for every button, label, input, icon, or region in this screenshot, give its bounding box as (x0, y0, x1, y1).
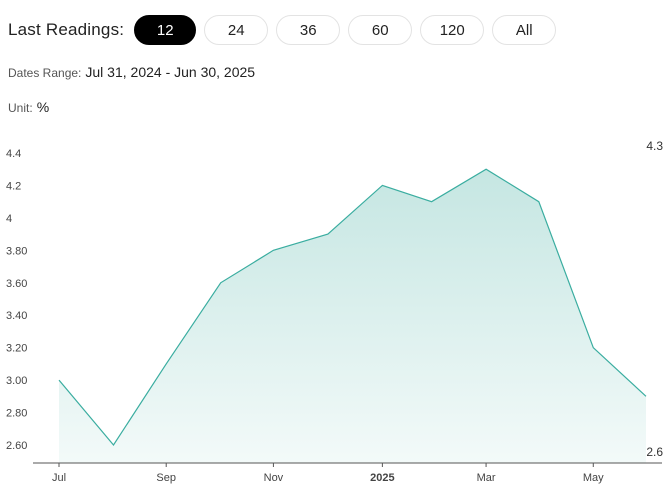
data-point-2024-11-30 (271, 248, 275, 252)
dates-range-label: Dates Range: (8, 66, 82, 80)
x-tick-label: May (583, 472, 604, 484)
x-tick-label: 2025 (370, 472, 394, 484)
data-point-2025-01-31 (380, 183, 384, 187)
range-all-button[interactable]: All (492, 15, 557, 45)
series-line (58, 168, 647, 447)
x-tick-label: Mar (477, 472, 496, 484)
y-tick-label: 4.4 (6, 148, 21, 160)
data-point-2024-09-30 (164, 362, 168, 366)
range-36-button[interactable]: 36 (276, 15, 341, 45)
x-axis-ticks: Jul Sep Nov 2025 Mar May (52, 463, 604, 484)
y-tick-label: 3.60 (6, 278, 27, 290)
last-readings-toolbar: Last Readings: 12 24 36 60 120 All (8, 15, 564, 45)
y-tick-label: 3.40 (6, 310, 27, 322)
series-area (59, 169, 646, 463)
unit-row: Unit: % (8, 99, 49, 115)
y-tick-label: 3.20 (6, 343, 27, 355)
dates-range-value: Jul 31, 2024 - Jun 30, 2025 (85, 64, 256, 80)
data-point-2025-06-30 (644, 394, 648, 398)
max-value-label: 4.3 (646, 139, 663, 153)
y-tick-label: 4.2 (6, 180, 21, 192)
range-60-button[interactable]: 60 (348, 15, 413, 45)
data-point-2024-12-31 (326, 232, 330, 236)
data-point-2024-10-31 (219, 281, 223, 285)
data-point-2025-03-31 (484, 167, 488, 171)
unit-value: % (36, 99, 50, 115)
dates-range: Dates Range: Jul 31, 2024 - Jun 30, 2025 (8, 64, 255, 80)
data-point-2025-04-30 (537, 200, 541, 204)
y-tick-label: 2.80 (6, 408, 27, 420)
y-axis-ticks: 2.60 2.80 3.00 3.20 3.40 3.60 3.80 4 4.2 4.4 (6, 148, 27, 452)
data-point-2025-02-28 (430, 200, 434, 204)
y-tick-label: 2.60 (6, 440, 27, 452)
x-tick-label: Jul (52, 472, 66, 484)
y-tick-label: 3.80 (6, 245, 27, 257)
range-120-button[interactable]: 120 (420, 15, 485, 45)
range-24-button[interactable]: 24 (204, 15, 269, 45)
data-point-2024-07-31 (57, 378, 61, 382)
data-point-2024-08-31 (111, 443, 115, 447)
data-point-2025-05-31 (591, 346, 595, 350)
last-readings-label: Last Readings: (8, 20, 125, 39)
min-value-label: 2.6 (646, 445, 663, 459)
range-12-button[interactable]: 12 (134, 15, 197, 45)
x-tick-label: Sep (156, 472, 176, 484)
y-tick-label: 4 (6, 213, 12, 225)
y-tick-label: 3.00 (6, 375, 27, 387)
x-tick-label: Nov (264, 472, 284, 484)
unit-label: Unit: (8, 101, 33, 115)
